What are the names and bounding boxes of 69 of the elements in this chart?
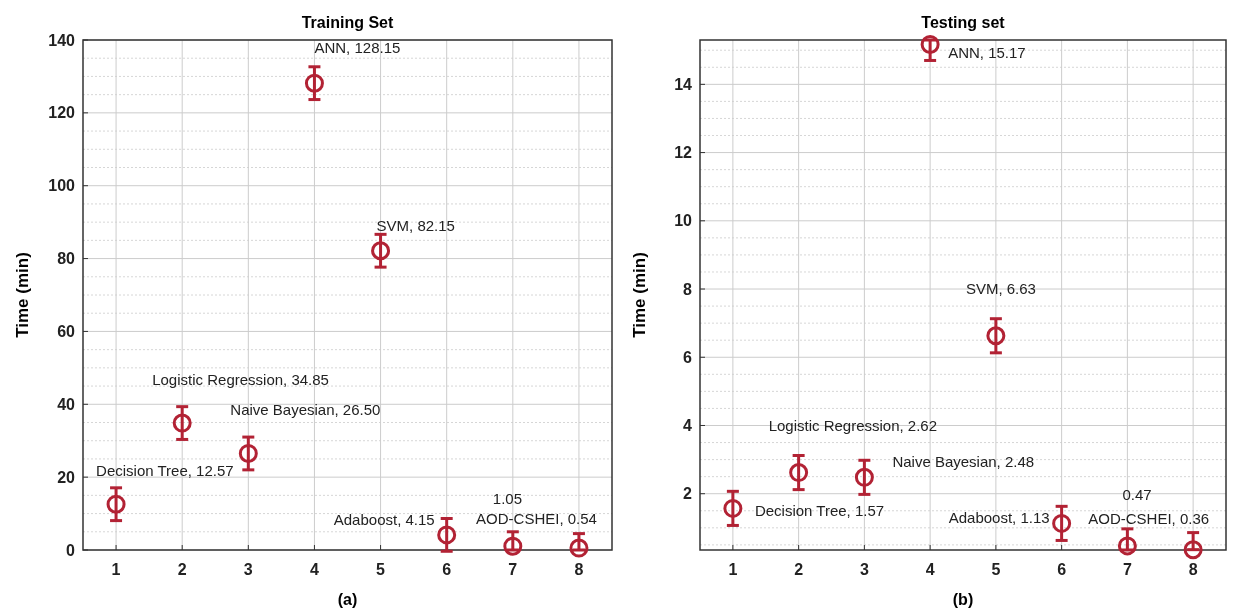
point xyxy=(569,538,589,558)
x-tick-label: 5 xyxy=(991,561,1001,578)
point xyxy=(437,525,457,545)
y-tick-label: 12 xyxy=(674,144,693,162)
x-tick-label: 8 xyxy=(574,561,584,578)
x-tick-label: 7 xyxy=(1122,561,1132,578)
chart-title: Training Set xyxy=(301,14,394,31)
point xyxy=(920,34,940,54)
point xyxy=(106,494,126,514)
x-tick-label: 5 xyxy=(376,561,386,578)
point xyxy=(304,73,324,93)
annotation: Adaboost, 1.13 xyxy=(948,509,1050,527)
annotation: Naive Bayesian, 2.48 xyxy=(892,453,1035,471)
annotation: Logistic Regression, 2.62 xyxy=(768,416,938,434)
y-tick-label: 6 xyxy=(683,348,693,366)
annotation: 1.05 xyxy=(492,490,523,508)
point xyxy=(503,536,523,556)
y-tick-label: 140 xyxy=(48,31,76,49)
annotation: ANN, 128.15 xyxy=(314,39,401,57)
x-tick-label: 6 xyxy=(1057,561,1067,578)
point xyxy=(1117,536,1137,556)
point xyxy=(789,463,809,483)
x-tick-label: 7 xyxy=(508,561,518,578)
point xyxy=(1183,540,1203,560)
x-tick-label: 2 xyxy=(177,561,187,578)
x-tick-label: 6 xyxy=(442,561,452,578)
y-tick-label: 8 xyxy=(683,280,693,298)
annotation: Decision Tree, 1.57 xyxy=(754,502,885,520)
y-tick-label: 10 xyxy=(674,212,693,230)
annotation: Naive Bayesian, 26.50 xyxy=(230,401,381,419)
x-tick-label: 1 xyxy=(111,561,121,578)
annotation: ANN, 15.17 xyxy=(948,44,1026,62)
x-tick-label: 1 xyxy=(728,561,738,578)
y-tick-label: 80 xyxy=(57,250,76,268)
x-axis-title: (b) xyxy=(952,591,974,608)
y-tick-label: 20 xyxy=(57,468,76,486)
point xyxy=(986,326,1006,346)
x-tick-label: 3 xyxy=(243,561,253,578)
annotation: Decision Tree, 12.57 xyxy=(96,462,234,480)
x-tick-label: 4 xyxy=(309,561,319,578)
y-tick-label: 4 xyxy=(683,417,693,435)
chart-title: Testing set xyxy=(921,14,1006,31)
annotation: 0.47 xyxy=(1122,485,1152,503)
point xyxy=(723,498,743,518)
point xyxy=(371,241,391,261)
annotation: SVM, 82.15 xyxy=(376,216,455,234)
x-tick-label: 8 xyxy=(1188,561,1198,578)
y-tick-label: 60 xyxy=(57,323,76,341)
point xyxy=(854,467,874,487)
annotation: AOD-CSHEI, 0.54 xyxy=(476,510,597,528)
annotation: SVM, 6.63 xyxy=(965,279,1036,297)
y-tick-label: 0 xyxy=(66,541,76,559)
x-tick-label: 4 xyxy=(925,561,935,578)
x-tick-label: 3 xyxy=(859,561,869,578)
annotation: AOD-CSHEI, 0.36 xyxy=(1088,509,1210,527)
point xyxy=(172,413,192,433)
annotation: Logistic Regression, 34.85 xyxy=(152,371,329,389)
point xyxy=(238,443,258,463)
y-tick-label: 100 xyxy=(48,177,76,195)
x-tick-label: 2 xyxy=(794,561,804,578)
y-tick-label: 120 xyxy=(48,104,76,122)
x-axis-title: (a) xyxy=(337,591,358,608)
y-axis-title: Time (min) xyxy=(13,252,32,338)
point xyxy=(1052,513,1072,533)
y-axis-title: Time (min) xyxy=(630,252,649,338)
y-tick-label: 40 xyxy=(57,395,76,413)
y-tick-label: 2 xyxy=(683,485,693,503)
annotation: Adaboost, 4.15 xyxy=(333,510,435,528)
y-tick-label: 14 xyxy=(674,75,693,93)
